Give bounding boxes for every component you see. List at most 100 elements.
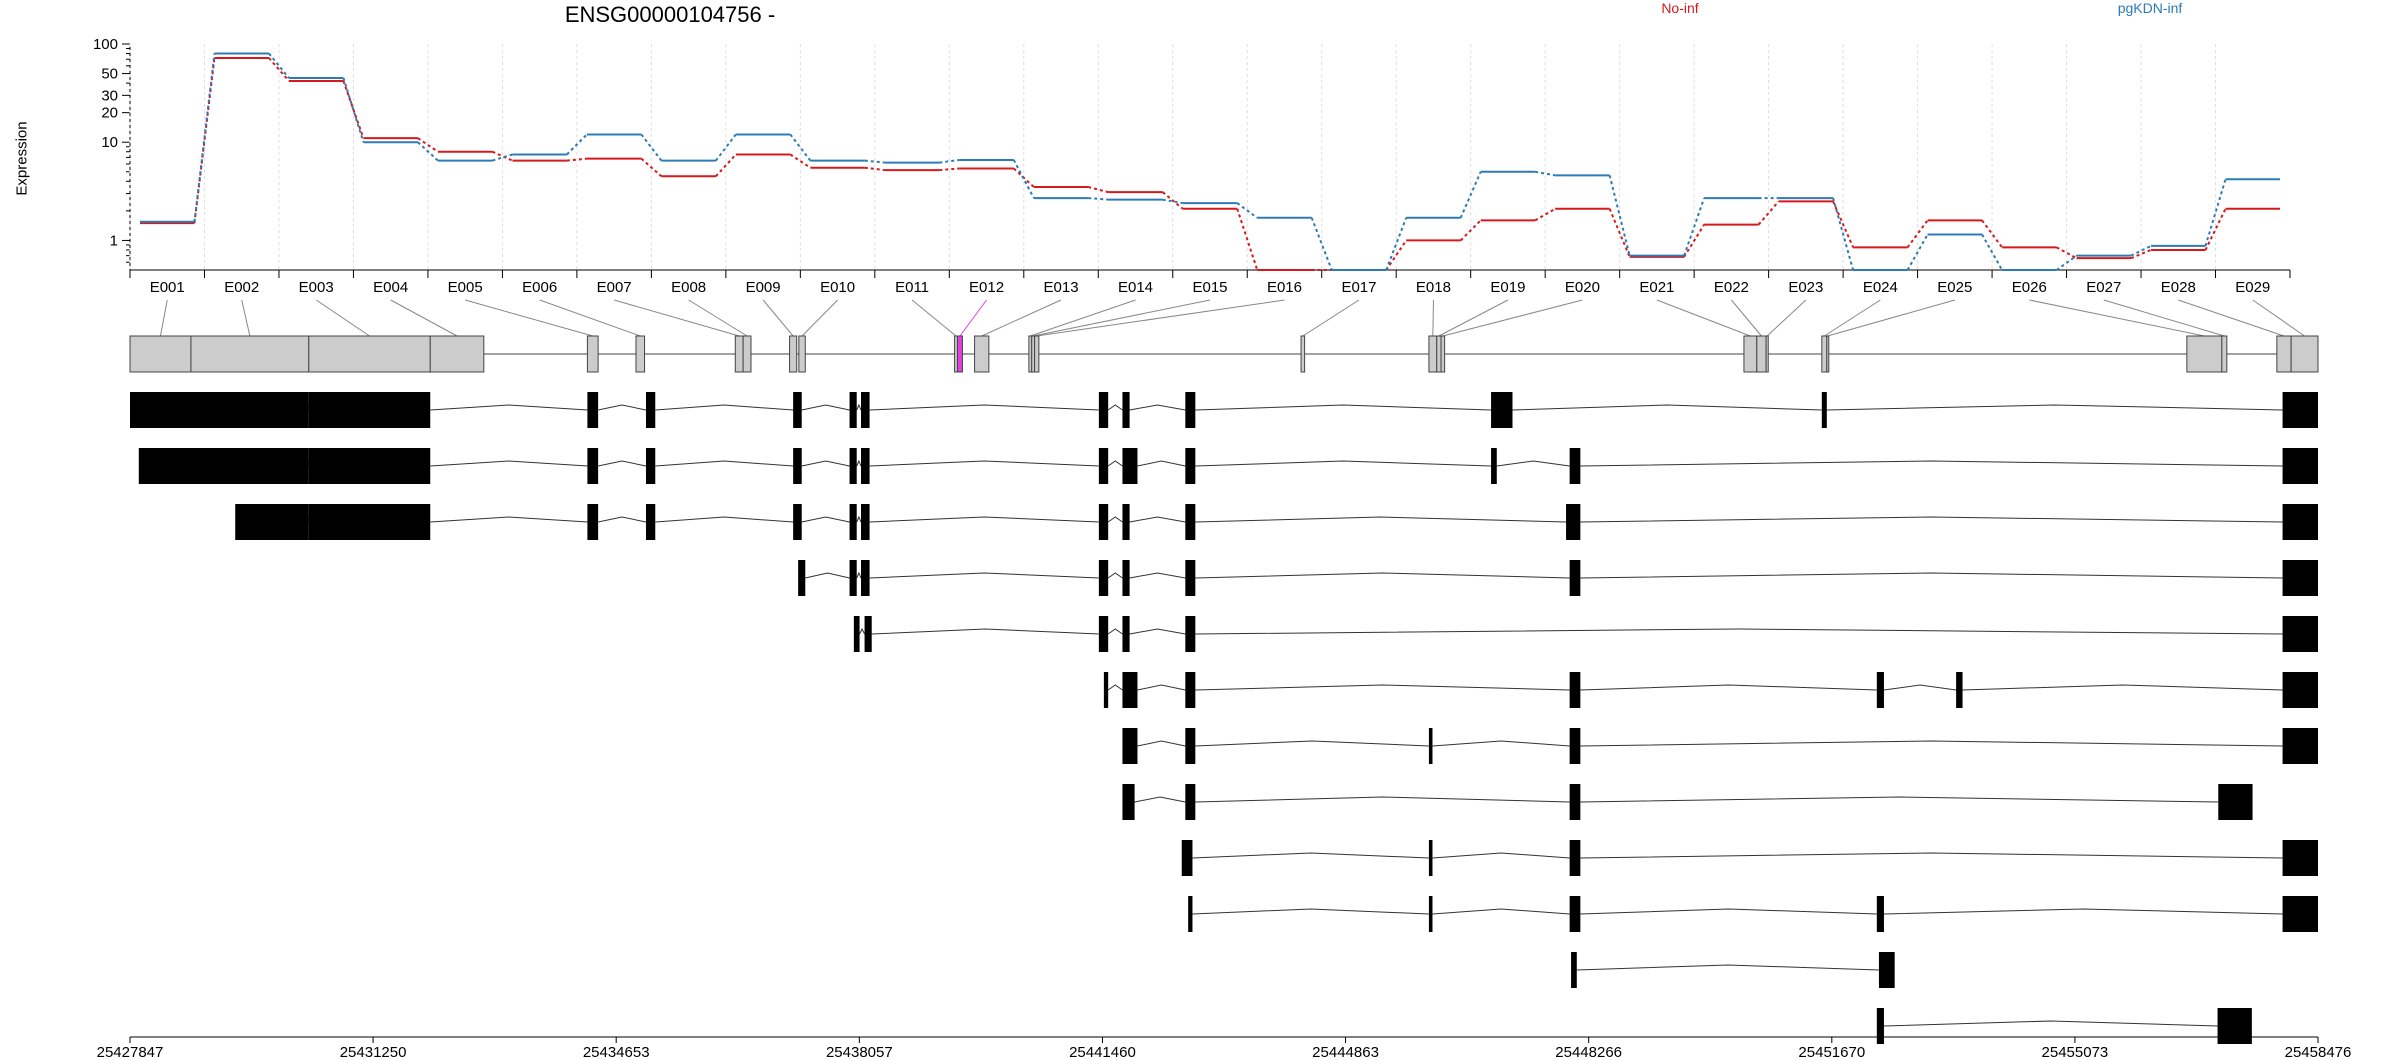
transcript-9-exon-3 (1876, 896, 1884, 932)
x-tick-label-e018: E018 (1416, 279, 1451, 296)
series-0-link (789, 153, 811, 169)
gene-exon-e017 (1300, 335, 1306, 373)
transcript-1-intron (801, 460, 850, 467)
transcript-3-intron (1195, 572, 1570, 579)
series-0-link (268, 57, 290, 82)
transcript-3-exon-2 (861, 560, 870, 596)
y-tick-label: 20 (101, 105, 118, 122)
gene-exon-e007 (734, 335, 744, 373)
series-1-link (2055, 254, 2078, 271)
transcript-9-intron (1580, 908, 1877, 915)
transcript-0-intron (1512, 404, 1822, 411)
transcript-9-exon-2 (1569, 896, 1581, 932)
transcript-7-exon-2 (1569, 784, 1581, 820)
transcript-0-exon-1 (308, 392, 431, 428)
x-tick-label-e019: E019 (1490, 279, 1525, 296)
x-tick-label-e008: E008 (671, 279, 706, 296)
transcript-2-intron (1107, 516, 1123, 523)
transcript-6-exon-0 (1122, 728, 1138, 764)
transcript-9-exon-1 (1428, 896, 1433, 932)
x-tick-label-e024: E024 (1863, 279, 1898, 296)
transcript-2-exon-4 (793, 504, 802, 540)
gene-exon-e001 (129, 335, 192, 373)
x-tick-label-e007: E007 (597, 279, 632, 296)
series-1-link (1981, 233, 2003, 271)
transcript-1-exon-12 (2282, 448, 2318, 484)
transcript-11-intron (1883, 1020, 2218, 1027)
transcript-0-intron (598, 404, 647, 411)
transcript-0-exon-6 (861, 392, 870, 428)
x-tick-label-e014: E014 (1118, 279, 1153, 296)
y-tick-label: 30 (101, 87, 118, 104)
exon-connector-e014 (1030, 299, 1136, 337)
transcript-1-exon-3 (645, 448, 656, 484)
transcript-2-exon-5 (849, 504, 857, 540)
gene-exon-e010 (798, 335, 806, 373)
gene-exon-e027 (2221, 335, 2228, 373)
exon-connector-e024 (1824, 299, 1881, 337)
y-tick-label: 100 (93, 36, 118, 53)
series-0-link (1832, 200, 1855, 248)
transcript-0-exon-11 (1821, 392, 1827, 428)
x-tick-label-e003: E003 (299, 279, 334, 296)
x-tick-label-e011: E011 (895, 279, 929, 296)
transcript-0-exon-4 (793, 392, 802, 428)
gene-exon-e009 (789, 335, 798, 373)
transcript-0-exon-9 (1185, 392, 1196, 428)
transcript-2-intron (1580, 516, 2283, 523)
transcript-2-intron (801, 516, 850, 523)
x-tick-label-e005: E005 (448, 279, 483, 296)
y-tick-label: 50 (101, 66, 118, 83)
exon-connector-e006 (539, 299, 641, 337)
transcript-1-exon-5 (849, 448, 857, 484)
series-0-link (193, 57, 216, 224)
transcript-0-intron (1195, 404, 1492, 411)
transcript-2-exon-9 (1185, 504, 1196, 540)
transcript-0-intron (1129, 404, 1186, 411)
transcript-4-intron (871, 628, 1099, 635)
exon-connector-e005 (465, 299, 593, 337)
legend-pgkdn-inf: pgKDN-inf (2117, 0, 2183, 16)
series-1-link (1832, 197, 1855, 271)
exon-connector-e015 (1033, 299, 1211, 337)
transcript-3-exon-6 (1569, 560, 1581, 596)
transcript-0-intron (1826, 404, 2283, 411)
transcript-2-exon-7 (1098, 504, 1109, 540)
transcript-9-intron (1883, 908, 2283, 915)
series-0-link (2204, 208, 2227, 251)
transcript-3-intron (869, 572, 1099, 579)
transcript-2-intron (1129, 516, 1186, 523)
transcript-5-intron (1580, 684, 1877, 691)
genomic-tick-label: 25444863 (1312, 1044, 1379, 1060)
genomic-tick-label: 25441460 (1069, 1044, 1136, 1060)
transcript-10-intron (1576, 964, 1879, 971)
x-tick-label-e009: E009 (746, 279, 781, 296)
transcript-1-intron (1195, 460, 1492, 467)
transcript-2-intron (598, 516, 647, 523)
transcript-7-exon-3 (2218, 784, 2253, 820)
transcript-4-exon-2 (1098, 616, 1109, 652)
series-1-link (1608, 175, 1631, 256)
transcript-1-intron (655, 460, 794, 467)
transcript-7-exon-1 (1185, 784, 1196, 820)
transcript-0-exon-2 (587, 392, 599, 428)
transcript-9-intron (1192, 908, 1429, 915)
transcript-11-exon-0 (1876, 1008, 1884, 1044)
gene-exon-e006 (635, 335, 646, 373)
transcript-2-intron (655, 516, 794, 523)
exon-connector-e010 (801, 299, 838, 337)
transcript-4-intron (859, 627, 866, 635)
transcript-8-exon-2 (1569, 840, 1581, 876)
transcript-4-intron (1195, 628, 2283, 635)
series-1-link (342, 77, 365, 143)
series-0-link (1608, 208, 1631, 258)
transcript-4-exon-4 (1185, 616, 1196, 652)
transcript-2-exon-8 (1122, 504, 1130, 540)
x-tick-label-e017: E017 (1341, 279, 1376, 296)
series-0-link (1757, 200, 1780, 226)
exon-connector-e009 (762, 299, 794, 337)
exon-connector-e003 (315, 299, 370, 337)
transcript-4-intron (1129, 628, 1186, 635)
transcript-7-intron (1134, 796, 1186, 803)
transcript-0-exon-7 (1098, 392, 1109, 428)
